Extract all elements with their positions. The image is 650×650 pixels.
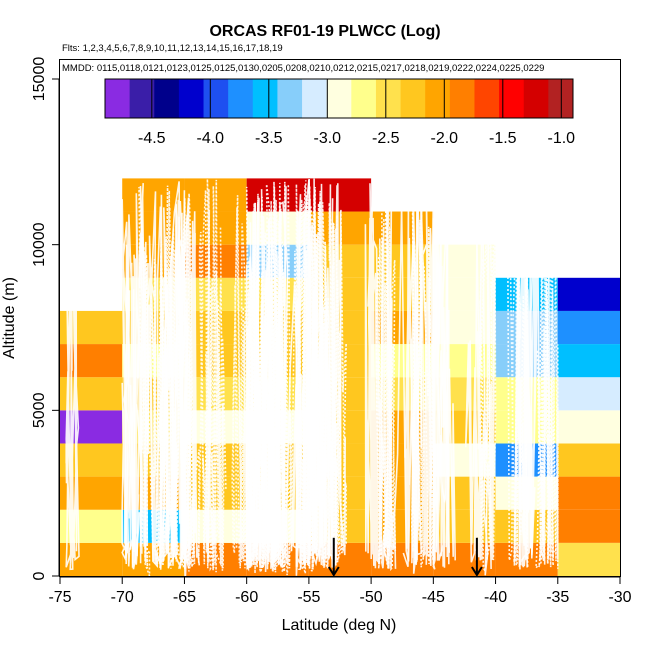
flights-text: Flts: 1,2,3,4,5,6,7,8,9,10,11,12,13,14,1… [62, 43, 283, 54]
y-axis: 0 5000 10000 15000 [31, 57, 60, 580]
colorbar-swatch [474, 79, 500, 118]
colorbar-swatch [449, 79, 475, 118]
colorbar-swatch [105, 79, 131, 118]
flight-track [301, 178, 317, 569]
flight-track [535, 198, 559, 570]
x-tick-label: -50 [360, 589, 383, 606]
y-tick-label: 0 [31, 571, 48, 580]
colorbar-swatch [326, 79, 352, 118]
heatmap-cell [557, 443, 620, 477]
mmdd-text: MMDD: 0115,0118,0121,0123,0125,0125,0130… [62, 63, 544, 74]
colorbar-tick-label: -4.0 [197, 130, 225, 147]
colorbar-tick-label: -2.5 [372, 130, 400, 147]
heatmap-cell [557, 344, 620, 378]
colorbar-swatch [425, 79, 451, 118]
heatmap-cell [557, 310, 620, 345]
chart-title: ORCAS RF01-19 PLWCC (Log) [209, 23, 440, 40]
flight-track [464, 178, 492, 576]
colorbar-swatch [400, 79, 426, 118]
flight-track [121, 199, 141, 568]
colorbar-tick-label: -1.0 [548, 130, 576, 147]
heatmap-cell [557, 542, 620, 576]
heatmap-cell [557, 277, 620, 311]
colorbar-tick-label: -3.5 [255, 130, 283, 147]
colorbar-swatch [154, 79, 180, 118]
colorbar-tick-label: -2.0 [431, 130, 459, 147]
colorbar-swatch [203, 79, 229, 118]
arrow-head [471, 566, 483, 577]
colorbar-swatch [277, 79, 303, 118]
flight-track [478, 181, 497, 572]
x-axis-label: Latitude (deg N) [282, 617, 397, 634]
flight-track [518, 183, 536, 570]
colorbar: -4.5 -4.0 -3.5 -3.0 -2.5 -2.0 -1.5 -1.0 [104, 78, 576, 147]
flight-track [245, 186, 268, 573]
flight-track [168, 181, 194, 570]
x-tick-label: -70 [111, 589, 134, 606]
heatmap-cell [557, 476, 620, 510]
colorbar-swatch [228, 79, 254, 118]
flight-track [158, 190, 191, 569]
x-tick-label: -40 [484, 589, 507, 606]
x-tick-label: -35 [546, 589, 569, 606]
heatmap-cell [557, 509, 620, 543]
x-tick-label: -45 [422, 589, 445, 606]
flight-track [536, 237, 557, 568]
colorbar-tick-label: -3.0 [314, 130, 342, 147]
x-tick-label: -55 [297, 589, 320, 606]
arrow-head [327, 566, 340, 577]
x-axis: -75 -70 -65 -60 -55 -50 -45 -40 -35 -30 [48, 576, 632, 606]
colorbar-tick-label: -1.5 [489, 130, 517, 147]
flight-track [65, 202, 80, 571]
x-tick-label: -65 [173, 589, 196, 606]
heatmap-cell [557, 377, 620, 411]
colorbar-swatch [129, 79, 155, 118]
heatmap-cell [557, 410, 620, 444]
colorbar-swatch [302, 79, 328, 118]
arrow-markers [327, 537, 483, 577]
flight-track [202, 179, 227, 569]
y-axis-label: Altitude (m) [1, 277, 18, 359]
flight-track [364, 183, 387, 569]
x-tick-label: -60 [235, 589, 258, 606]
colorbar-swatch [252, 79, 278, 118]
y-tick-label: 5000 [31, 392, 48, 428]
x-tick-label: -75 [48, 589, 71, 606]
colorbar-tick-label: -4.5 [138, 130, 166, 147]
heatmap-cell [371, 310, 434, 345]
colorbar-swatch [523, 79, 549, 118]
colorbar-swatch [351, 79, 377, 118]
flight-track [432, 183, 456, 570]
y-tick-label: 10000 [31, 222, 48, 267]
colorbar-swatch [375, 79, 402, 118]
flight-tracks [65, 178, 559, 577]
colorbar-swatch [178, 79, 205, 118]
flight-track [156, 197, 201, 570]
flight-track [306, 188, 329, 567]
flight-track [420, 181, 435, 566]
heatmap-cell [122, 178, 185, 212]
flight-track [295, 194, 317, 576]
x-tick-label: -30 [608, 589, 631, 606]
colorbar-frame [104, 78, 574, 119]
y-tick-label: 15000 [31, 57, 48, 102]
